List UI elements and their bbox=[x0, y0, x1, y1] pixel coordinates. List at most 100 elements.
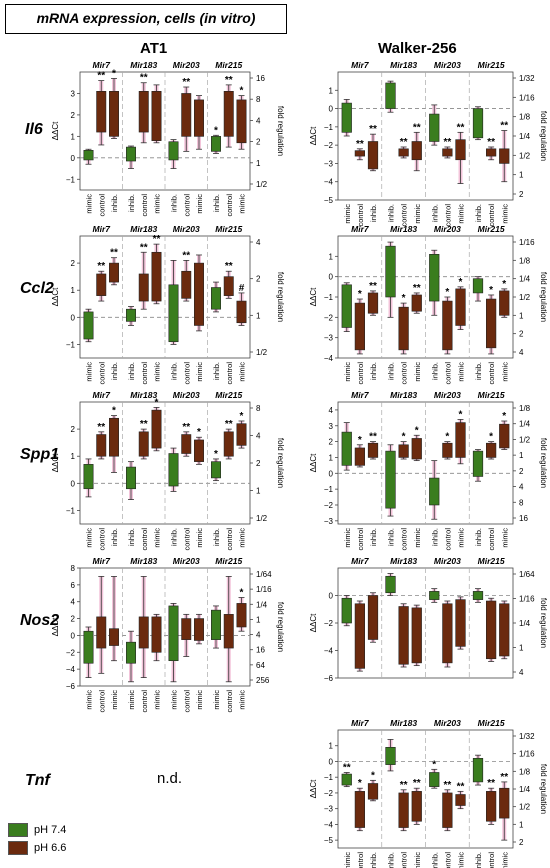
panel-ccl2-at1: −1 0 1 2 4 2 1 1/2 ΔΔCt fold regulation Mir7 mimic *… bbox=[51, 224, 285, 385]
significance-mark: ** bbox=[413, 283, 421, 294]
right-tick-label: 8 bbox=[256, 404, 261, 413]
x-tick-label: inhib. bbox=[387, 362, 396, 380]
group-label-mir215: Mir215 bbox=[478, 390, 505, 400]
y-tick-label: 2 bbox=[71, 111, 76, 120]
right-tick-label: 4 bbox=[256, 631, 261, 640]
y-tick-label: −3 bbox=[324, 334, 334, 343]
box-mir7-0 bbox=[341, 102, 352, 133]
significance-mark: * bbox=[502, 411, 506, 422]
box-mir215-0 bbox=[211, 609, 221, 640]
x-tick-label: inhib. bbox=[110, 528, 119, 546]
x-tick-label: control bbox=[356, 362, 365, 385]
significance-mark: * bbox=[112, 68, 116, 79]
y-tick-label: −6 bbox=[324, 674, 334, 683]
y-tick-label: 6 bbox=[71, 581, 76, 590]
x-tick-label: mimic bbox=[212, 690, 221, 710]
x-tick-label: mimic bbox=[343, 362, 352, 382]
significance-mark: ** bbox=[97, 261, 105, 272]
box-mir203-1 bbox=[181, 434, 192, 454]
figure-title: mRNA expression, cells (in vitro) bbox=[5, 4, 287, 34]
right-tick-label: 8 bbox=[256, 95, 261, 104]
x-tick-label: inhib. bbox=[110, 362, 119, 380]
significance-mark: * bbox=[155, 397, 159, 408]
significance-mark: * bbox=[502, 279, 506, 290]
box-mir215-1 bbox=[486, 442, 497, 458]
group-label-mir183: Mir183 bbox=[390, 224, 417, 234]
y-tick-label: 0 bbox=[329, 757, 334, 766]
x-tick-label: mimic bbox=[153, 194, 162, 214]
group-label-mir183: Mir183 bbox=[130, 390, 157, 400]
y-axis-label: ΔΔCt bbox=[309, 126, 318, 145]
right-tick-label: 1/16 bbox=[519, 93, 535, 102]
x-tick-label: mimic bbox=[127, 690, 136, 710]
right-tick-label: 64 bbox=[256, 661, 265, 670]
x-tick-label: inhib. bbox=[387, 852, 396, 868]
box-mir215-0 bbox=[472, 591, 484, 600]
legend-swatch-ph74 bbox=[8, 823, 28, 837]
x-tick-label: inhib. bbox=[212, 528, 221, 546]
y-axis-label: ΔΔCt bbox=[309, 613, 318, 632]
right-tick-label: 1 bbox=[256, 487, 261, 496]
significance-mark: ** bbox=[140, 73, 148, 84]
right-axis-label: fold regulation bbox=[539, 438, 548, 488]
group-label-mir7: Mir7 bbox=[93, 60, 112, 70]
box-mir7-1 bbox=[354, 791, 365, 828]
x-tick-label: control bbox=[443, 362, 452, 385]
box-mir183-1 bbox=[138, 616, 149, 649]
significance-mark: ** bbox=[443, 780, 451, 791]
significance-mark: ** bbox=[369, 281, 377, 292]
box-mir183-1 bbox=[398, 792, 409, 828]
x-tick-label: mimic bbox=[343, 852, 352, 868]
panel-tnf-walker-256: −5 −4 −3 −2 −1 0 1 1/32 1/16 1/8 1/4 1/2 1 2 ΔΔCt fold … bbox=[309, 718, 548, 868]
x-tick-label: inhib. bbox=[474, 852, 483, 868]
box-mir183-2 bbox=[151, 616, 162, 653]
box-mir215-1 bbox=[223, 431, 234, 457]
significance-mark: ** bbox=[400, 137, 408, 148]
significance-mark: * bbox=[402, 432, 406, 443]
box-mir203-1 bbox=[442, 603, 453, 664]
x-tick-label: inhib. bbox=[110, 194, 119, 212]
y-tick-label: 2 bbox=[71, 425, 76, 434]
y-tick-label: −3 bbox=[324, 805, 334, 814]
y-tick-label: −4 bbox=[324, 647, 334, 656]
y-tick-label: 2 bbox=[71, 615, 76, 624]
group-label-mir183: Mir183 bbox=[390, 60, 417, 70]
y-tick-label: −1 bbox=[66, 175, 76, 184]
right-tick-label: 1/4 bbox=[519, 785, 531, 794]
y-tick-label: 8 bbox=[71, 564, 76, 573]
right-tick-label: 4 bbox=[519, 668, 524, 677]
right-tick-label: 2 bbox=[256, 459, 261, 468]
x-tick-label: control bbox=[443, 528, 452, 551]
y-tick-label: −3 bbox=[324, 517, 334, 526]
box-mir215-1 bbox=[223, 91, 234, 137]
y-tick-label: 4 bbox=[329, 406, 334, 415]
group-label-mir7: Mir7 bbox=[351, 390, 370, 400]
y-tick-label: 0 bbox=[71, 631, 76, 640]
right-tick-label: 1/2 bbox=[519, 435, 531, 444]
box-mir203-1 bbox=[442, 792, 453, 828]
x-tick-label: mimic bbox=[500, 528, 509, 548]
box-mir215-2 bbox=[236, 603, 247, 628]
legend-label-ph66: pH 6.6 bbox=[34, 842, 67, 854]
box-mir215-1 bbox=[223, 276, 234, 296]
x-tick-label: control bbox=[443, 852, 452, 868]
significance-mark: * bbox=[445, 287, 449, 298]
x-tick-label: mimic bbox=[343, 204, 352, 224]
y-axis-label: ΔΔCt bbox=[309, 779, 318, 798]
right-tick-label: 1/8 bbox=[519, 256, 531, 265]
panel-ccl2-walker-256: −4 −3 −2 −1 0 1 1/16 1/8 1/4 1/2 1 2 4 ΔΔCt fold regul… bbox=[309, 224, 548, 385]
x-tick-label: mimic bbox=[153, 362, 162, 382]
x-tick-label: inhib. bbox=[212, 362, 221, 380]
right-axis-label: fold regulation bbox=[276, 106, 285, 156]
x-tick-label: control bbox=[356, 528, 365, 551]
right-tick-label: 1 bbox=[519, 644, 524, 653]
gene-label-il6: Il6 bbox=[25, 121, 43, 138]
box-mir203-2 bbox=[194, 99, 204, 137]
y-axis-label: ΔΔCt bbox=[51, 287, 60, 306]
y-tick-label: −4 bbox=[66, 665, 76, 674]
y-tick-label: 1 bbox=[71, 286, 76, 295]
box-mir183-2 bbox=[411, 141, 422, 161]
box-mir183-2 bbox=[411, 438, 422, 460]
